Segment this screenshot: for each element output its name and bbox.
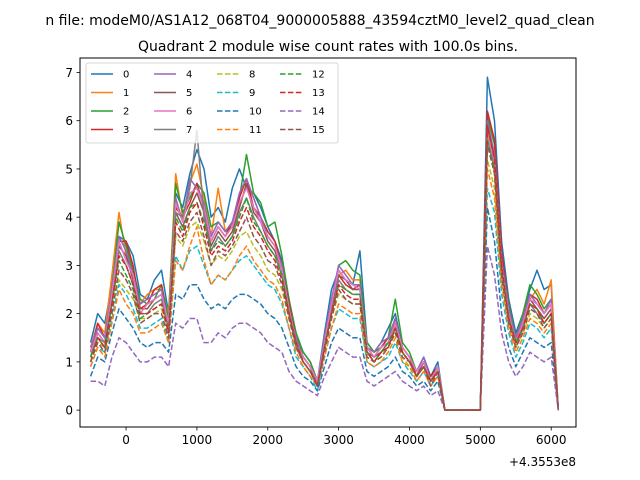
series-line-15	[89, 144, 560, 411]
legend-label-13: 13	[312, 88, 325, 99]
legend-label-12: 12	[312, 70, 325, 81]
series-line-11	[89, 168, 560, 411]
legend-label-5: 5	[186, 88, 192, 99]
x-tick-label: 5000	[465, 433, 496, 447]
legend-label-2: 2	[123, 107, 129, 118]
y-tick-label: 3	[65, 259, 73, 273]
series-line-12	[89, 139, 560, 411]
y-tick-label: 4	[65, 211, 73, 225]
x-offset-label: +4.3553e8	[509, 455, 576, 469]
x-tick-label: 0	[122, 433, 130, 447]
legend-label-4: 4	[186, 70, 192, 81]
legend-label-14: 14	[312, 107, 325, 118]
y-tick-label: 1	[65, 355, 73, 369]
legend-box	[85, 62, 339, 144]
y-tick-label: 2	[65, 307, 73, 321]
series-layer	[89, 76, 560, 411]
y-axis: 0 1 2 3 4 5 6 7	[65, 66, 80, 418]
x-tick-label: 4000	[394, 433, 425, 447]
chart-title: Quadrant 2 module wise count rates with …	[138, 39, 518, 55]
legend-label-8: 8	[249, 70, 255, 81]
y-tick-label: 0	[65, 404, 73, 418]
legend-label-15: 15	[312, 125, 325, 136]
x-axis: 0 1000 2000 3000 4000 5000 6000	[122, 427, 566, 447]
series-line-3	[89, 110, 560, 411]
series-line-2	[89, 115, 560, 411]
y-tick-label: 6	[65, 114, 73, 128]
x-tick-label: 3000	[323, 433, 354, 447]
legend-label-11: 11	[249, 125, 262, 136]
legend-label-7: 7	[186, 125, 192, 136]
x-tick-label: 1000	[182, 433, 213, 447]
plot-area	[79, 57, 577, 428]
legend-label-0: 0	[123, 70, 129, 81]
x-tick-label: 6000	[536, 433, 567, 447]
legend-label-1: 1	[123, 88, 129, 99]
y-tick-label: 7	[65, 66, 73, 80]
legend-label-3: 3	[123, 125, 129, 136]
x-tick-label: 2000	[252, 433, 283, 447]
y-tick-label: 5	[65, 162, 73, 176]
legend-label-9: 9	[249, 88, 255, 99]
legend-label-10: 10	[249, 107, 262, 118]
figure-suptitle: n file: modeM0/AS1A12_068T04_9000005888_…	[45, 13, 594, 29]
legend-label-6: 6	[186, 107, 192, 118]
axes-frame	[79, 57, 577, 428]
